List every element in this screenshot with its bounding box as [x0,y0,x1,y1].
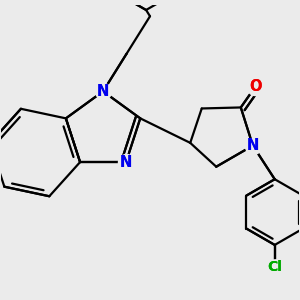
Text: N: N [247,138,259,153]
Text: N: N [97,84,109,99]
Text: N: N [120,154,132,169]
Text: N: N [247,138,259,153]
Text: Cl: Cl [267,260,282,274]
Text: N: N [120,154,132,169]
Text: O: O [249,80,261,94]
Text: Cl: Cl [267,260,282,274]
Text: N: N [97,84,109,99]
Text: O: O [249,80,261,94]
